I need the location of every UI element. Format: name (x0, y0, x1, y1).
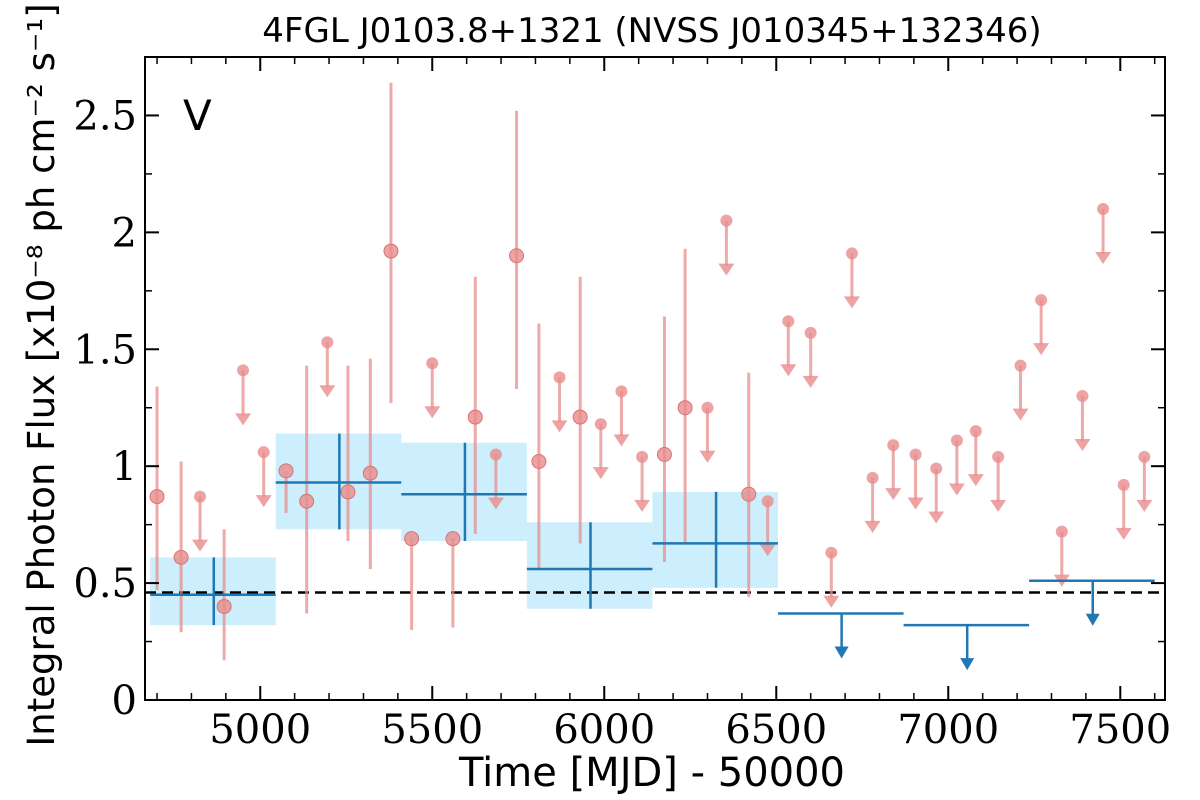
short-bin-upper-limit-arrow (487, 497, 504, 510)
x-tick-label: 6000 (553, 707, 655, 753)
long-bin-layer (150, 433, 1155, 671)
short-bin-upper-limit-arrow (780, 364, 797, 377)
short-bin-point (445, 531, 461, 547)
short-bin-point (340, 484, 356, 500)
x-tick-label: 5000 (209, 707, 311, 753)
short-bin-upper-limit-arrow (843, 296, 860, 309)
short-bin-upper-limit-arrow (948, 483, 965, 496)
short-bin-point (509, 248, 525, 264)
y-tick-label: 0 (112, 678, 137, 724)
short-bin-point (299, 493, 315, 509)
long-bin-upper-limit-arrow (1085, 613, 1100, 626)
short-bin-upper-limit-arrow (1074, 439, 1091, 452)
x-tick-label: 7000 (897, 707, 999, 753)
x-tick-label: 5500 (381, 707, 483, 753)
short-bin-upper-limit-arrow (990, 499, 1007, 512)
y-tick-label: 2 (112, 210, 137, 256)
short-bin-point (278, 463, 294, 479)
short-bin-upper-limit-arrow (1095, 251, 1112, 264)
short-bin-point (173, 549, 189, 565)
short-bin-upper-limit-arrow (907, 497, 924, 510)
axes-frame (144, 56, 1166, 701)
short-bin-upper-limit-arrow (928, 511, 945, 524)
short-bin-upper-limit-arrow (424, 406, 441, 419)
short-bin-point (656, 446, 672, 462)
short-bin-point (404, 531, 420, 547)
short-bin-upper-limit-arrow (699, 450, 716, 463)
short-bin-layer (149, 82, 1153, 661)
short-bin-upper-limit-arrow (1136, 499, 1153, 512)
x-tick-label: 7500 (1069, 707, 1171, 753)
y-tick-label: 2.5 (73, 93, 137, 139)
short-bin-upper-limit-arrow (192, 539, 209, 552)
short-bin-point (677, 400, 693, 416)
short-bin-point (741, 486, 757, 502)
long-bin-upper-limit-arrow (834, 646, 849, 659)
x-axis-label: Time [MJD] - 50000 (458, 750, 845, 796)
y-tick-label: 1.5 (73, 327, 137, 373)
axis-ticks: 5000 5500 6000 6500 7000 7500 0 0.5 1 1.5 2 2.5 (73, 57, 1171, 753)
y-tick-label: 0.5 (73, 561, 137, 607)
short-bin-upper-limit-arrow (1012, 408, 1029, 421)
y-tick-label: 1 (112, 444, 137, 490)
short-bin-point (467, 409, 483, 425)
short-bin-upper-limit-arrow (613, 434, 630, 447)
long-bin-upper-limit-arrow (960, 658, 975, 671)
x-tick-label: 6500 (725, 707, 827, 753)
short-bin-upper-limit-arrow (592, 467, 609, 480)
short-bin-upper-limit-arrow (885, 488, 902, 501)
y-axis-label: Integral Photon Flux [x10⁻⁸ ph cm⁻² s⁻¹] (20, 3, 63, 746)
short-bin-upper-limit-arrow (255, 495, 272, 508)
short-bin-upper-limit-arrow (718, 263, 735, 276)
short-bin-point (531, 454, 547, 470)
short-bin-point (149, 489, 165, 505)
short-bin-upper-limit-arrow (1033, 343, 1050, 356)
short-bin-upper-limit-arrow (759, 544, 776, 557)
short-bin-point (383, 243, 399, 259)
short-bin-point (572, 409, 588, 425)
short-bin-point (362, 465, 378, 481)
short-bin-upper-limit-arrow (319, 385, 336, 398)
short-bin-upper-limit-arrow (634, 499, 651, 512)
short-bin-upper-limit-arrow (235, 413, 252, 426)
chart-title: 4FGL J0103.8+1321 (NVSS J010345+132346) (262, 11, 1041, 51)
short-bin-upper-limit-arrow (551, 420, 568, 433)
short-bin-point (216, 598, 232, 614)
short-bin-upper-limit-arrow (864, 520, 881, 533)
short-bin-upper-limit-arrow (802, 375, 819, 388)
short-bin-upper-limit-arrow (967, 474, 984, 487)
short-bin-upper-limit-arrow (1115, 527, 1132, 540)
plot-frame (144, 56, 1166, 701)
short-bin-upper-limit-arrow (823, 595, 840, 608)
band-label: V (183, 91, 212, 140)
